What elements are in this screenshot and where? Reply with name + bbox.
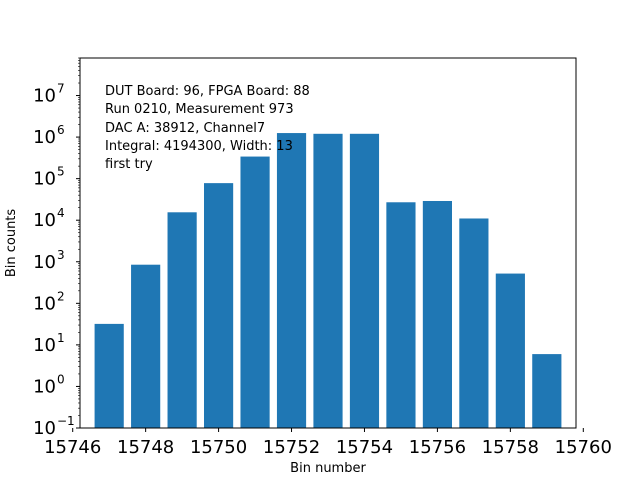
annotation-line-note: first try [105,157,153,172]
bar-15759 [532,354,562,428]
bar-15756 [422,200,452,428]
y-tick-exponent: 6 [57,123,65,137]
bar-15757 [459,218,489,428]
bar-15751 [240,156,270,428]
y-tick-label: 10 [33,335,56,356]
y-tick-label: 10 [33,293,56,314]
bar-15753 [313,133,343,428]
x-tick-label: 15758 [482,437,539,458]
y-tick-label: 10 [33,127,56,148]
annotation-box: DUT Board: 96, FPGA Board: 88 Run 0210, … [105,84,310,172]
x-tick-label: 15752 [263,437,320,458]
annotation-line-run: Run 0210, Measurement 973 [105,102,294,117]
annotation-line-integral: Integral: 4194300, Width: 13 [105,139,293,154]
x-axis-label: Bin number [290,461,366,476]
x-tick-label: 15746 [44,437,101,458]
bar-15749 [167,212,197,428]
y-tick-exponent: −1 [57,414,75,428]
bar-15758 [495,273,525,428]
plot-frame [79,57,577,429]
x-tick-label: 15754 [336,437,393,458]
x-tick-label: 15748 [117,437,174,458]
bar-15755 [386,202,416,428]
y-tick-label: 10 [33,376,56,397]
y-tick-exponent: 0 [57,372,65,386]
y-axis-label: Bin counts [4,209,19,278]
x-tick-label: 15756 [409,437,466,458]
bar-15754 [349,133,380,428]
bar-15748 [131,264,161,428]
y-tick-exponent: 2 [57,289,65,303]
y-tick-exponent: 3 [57,248,65,262]
annotation-line-dac: DAC A: 38912, Channel7 [105,121,265,136]
y-tick-label: 10 [33,210,56,231]
annotation-line-board: DUT Board: 96, FPGA Board: 88 [105,84,310,99]
x-tick-label: 15750 [190,437,247,458]
x-tick-label: 15760 [555,437,612,458]
y-tick-label: 10 [33,418,56,439]
y-tick-label: 10 [33,169,56,190]
bar-15752 [276,133,307,428]
y-tick-exponent: 7 [57,82,65,96]
bars-group [94,133,562,428]
y-tick-exponent: 1 [57,331,65,345]
y-tick-label: 10 [33,86,56,107]
y-tick-label: 10 [33,252,56,273]
bar-15750 [204,183,234,428]
x-ticks: 15746 15748 15750 15752 15754 15756 15758 15760 [44,428,612,458]
y-tick-exponent: 4 [57,206,65,220]
y-tick-exponent: 5 [57,165,65,179]
bar-15747 [94,323,124,428]
